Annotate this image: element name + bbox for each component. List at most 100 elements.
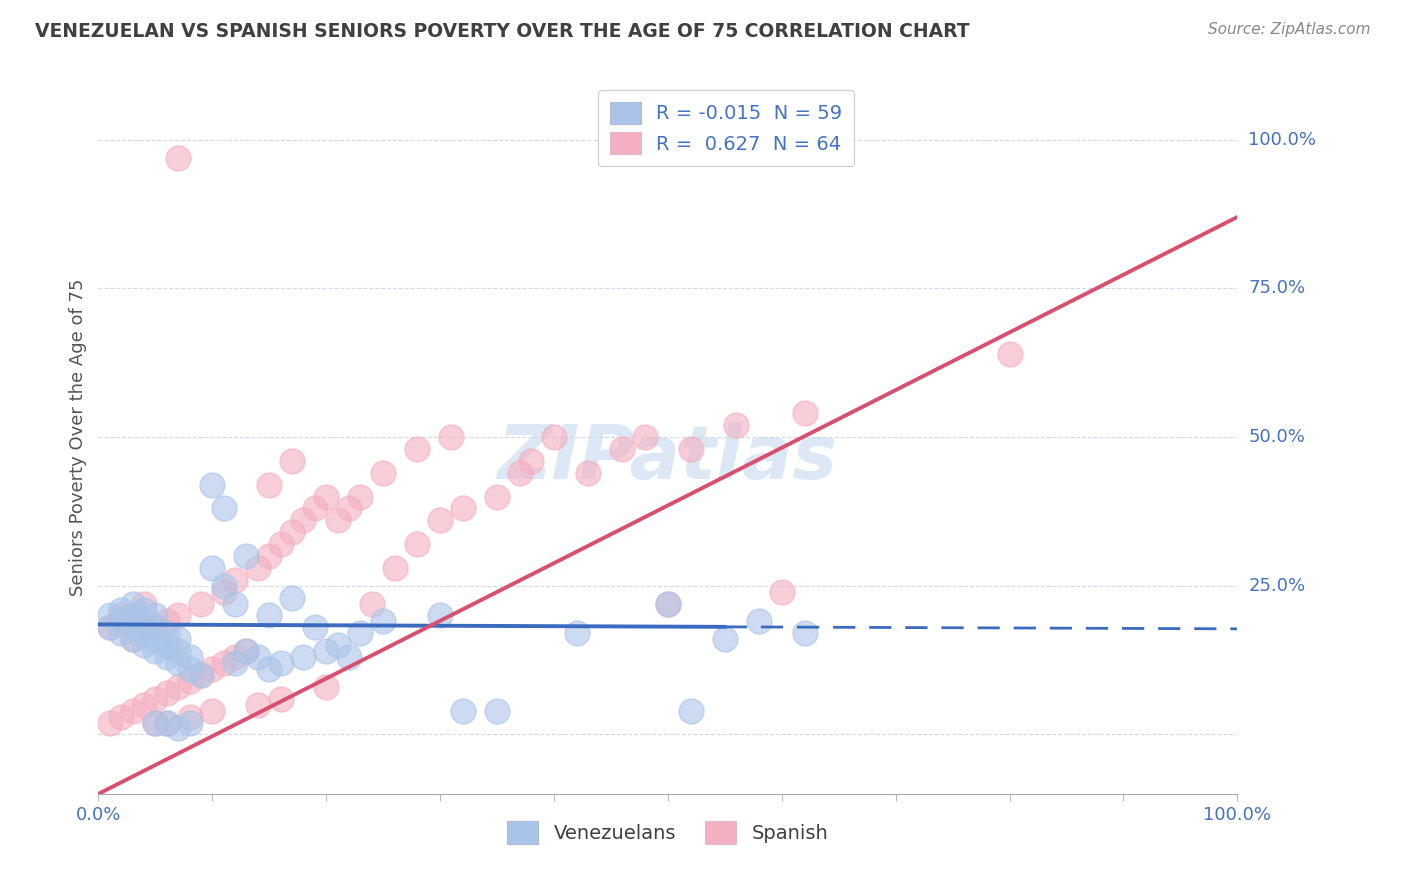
Point xyxy=(156,686,179,700)
Point xyxy=(145,620,167,634)
Point xyxy=(304,501,326,516)
Point xyxy=(145,691,167,706)
Point xyxy=(145,620,167,634)
Point xyxy=(156,715,179,730)
Point xyxy=(110,602,132,616)
Point xyxy=(167,151,190,165)
Point xyxy=(212,584,235,599)
Point xyxy=(132,626,155,640)
Point xyxy=(657,597,679,611)
Point xyxy=(179,715,201,730)
Y-axis label: Seniors Poverty Over the Age of 75: Seniors Poverty Over the Age of 75 xyxy=(69,278,87,596)
Point xyxy=(520,454,543,468)
Text: 100.0%: 100.0% xyxy=(1249,131,1316,149)
Point xyxy=(281,454,304,468)
Point xyxy=(270,537,292,551)
Point xyxy=(224,656,246,670)
Point xyxy=(145,715,167,730)
Point xyxy=(543,430,565,444)
Point xyxy=(132,602,155,616)
Point xyxy=(224,597,246,611)
Point xyxy=(337,650,360,665)
Point xyxy=(110,709,132,723)
Point xyxy=(292,650,315,665)
Point xyxy=(156,638,179,652)
Point xyxy=(326,513,349,527)
Point xyxy=(132,638,155,652)
Point xyxy=(281,525,304,540)
Point xyxy=(224,573,246,587)
Point xyxy=(98,620,121,634)
Point xyxy=(315,644,337,658)
Point xyxy=(235,644,257,658)
Point xyxy=(179,673,201,688)
Point xyxy=(326,638,349,652)
Point xyxy=(259,549,281,563)
Point xyxy=(793,406,815,420)
Point xyxy=(509,466,531,480)
Point xyxy=(156,615,179,629)
Point xyxy=(793,626,815,640)
Point xyxy=(349,626,371,640)
Point xyxy=(259,477,281,491)
Point xyxy=(156,715,179,730)
Point xyxy=(292,513,315,527)
Point xyxy=(201,561,224,575)
Point xyxy=(612,442,634,456)
Point xyxy=(246,650,269,665)
Point xyxy=(304,620,326,634)
Point xyxy=(201,704,224,718)
Point xyxy=(179,650,201,665)
Point xyxy=(145,632,167,647)
Point xyxy=(190,597,212,611)
Point xyxy=(212,501,235,516)
Point xyxy=(406,442,429,456)
Point xyxy=(167,644,190,658)
Point xyxy=(110,615,132,629)
Point xyxy=(110,608,132,623)
Text: 75.0%: 75.0% xyxy=(1249,279,1306,297)
Point xyxy=(224,650,246,665)
Text: 50.0%: 50.0% xyxy=(1249,428,1305,446)
Point xyxy=(212,579,235,593)
Point xyxy=(121,597,143,611)
Point xyxy=(145,644,167,658)
Text: VENEZUELAN VS SPANISH SENIORS POVERTY OVER THE AGE OF 75 CORRELATION CHART: VENEZUELAN VS SPANISH SENIORS POVERTY OV… xyxy=(35,22,970,41)
Point xyxy=(429,608,451,623)
Point xyxy=(349,490,371,504)
Point xyxy=(121,608,143,623)
Point xyxy=(121,632,143,647)
Point xyxy=(212,656,235,670)
Point xyxy=(429,513,451,527)
Point xyxy=(679,704,702,718)
Point xyxy=(132,597,155,611)
Point xyxy=(121,620,143,634)
Point xyxy=(235,644,257,658)
Point xyxy=(121,704,143,718)
Point xyxy=(315,490,337,504)
Text: 25.0%: 25.0% xyxy=(1249,577,1306,595)
Point xyxy=(770,584,793,599)
Point xyxy=(725,418,748,433)
Point xyxy=(121,632,143,647)
Point xyxy=(998,347,1021,361)
Point xyxy=(167,680,190,694)
Point xyxy=(657,597,679,611)
Point xyxy=(486,704,509,718)
Point xyxy=(156,626,179,640)
Text: ZIPatlas: ZIPatlas xyxy=(498,422,838,495)
Point xyxy=(167,656,190,670)
Point xyxy=(270,656,292,670)
Point xyxy=(190,668,212,682)
Point xyxy=(714,632,737,647)
Point xyxy=(634,430,657,444)
Point xyxy=(315,680,337,694)
Point xyxy=(371,615,394,629)
Point xyxy=(201,662,224,676)
Point xyxy=(167,722,190,736)
Point xyxy=(167,632,190,647)
Point xyxy=(179,662,201,676)
Point xyxy=(145,608,167,623)
Point xyxy=(451,501,474,516)
Point xyxy=(98,715,121,730)
